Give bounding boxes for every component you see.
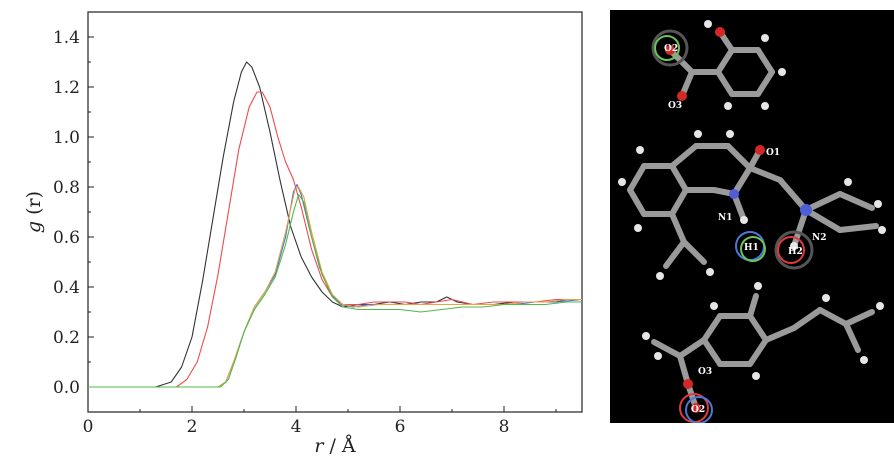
y-tick-label: 0.0 [53, 378, 80, 398]
highlight-circle-o2-top-outer [651, 29, 689, 67]
molecular-structure-image: O2 O3 [610, 10, 894, 423]
molecule-middle-drug [627, 143, 879, 269]
y-tick-label: 0.6 [53, 228, 80, 248]
highlight-circle-o2-bottom-blue [685, 396, 713, 423]
x-tick-label: 6 [395, 417, 406, 437]
series-line-0 [88, 61, 582, 388]
atom-label-o2-bottom: O2 [691, 405, 705, 415]
molecule-top-atoms [665, 20, 786, 110]
x-tick-label: 0 [83, 417, 94, 437]
series-line-1 [88, 91, 582, 388]
atom-label-h1-mid: H1 [744, 243, 759, 253]
y-tick-label: 1.2 [53, 78, 80, 98]
series-line-2 [88, 183, 583, 388]
y-tick-label: 0.8 [53, 178, 80, 198]
atom-label-n1-mid: N1 [718, 213, 733, 223]
x-tick-label: 8 [499, 417, 510, 437]
y-tick-label: 1.4 [53, 28, 80, 48]
atom-label-o3-bottom: O3 [698, 367, 712, 377]
series-line-4 [88, 193, 582, 388]
y-tick-label: 0.2 [53, 328, 80, 348]
x-tick-label: 2 [187, 417, 198, 437]
highlight-circle-h2-black [774, 230, 814, 270]
y-axis-title: g (r) [23, 191, 45, 233]
series-line-3 [88, 186, 582, 388]
y-tick-label: 0.4 [53, 278, 80, 298]
molecule-bottom-atoms [642, 282, 884, 413]
y-tick-label: 1.0 [53, 128, 80, 148]
highlight-circle-o2-top-inner [654, 35, 680, 61]
atom-label-n2-mid: N2 [812, 233, 827, 243]
highlight-circle-h1-green [740, 236, 766, 262]
molecule-bottom-ibuprofen [651, 293, 875, 411]
atom-label-o2-top: O2 [664, 44, 678, 54]
highlight-circle-h2-red [777, 236, 805, 264]
x-axis-ticks: 0 2 4 6 8 [83, 406, 557, 437]
data-series [88, 61, 583, 388]
molecule-middle-atoms [618, 130, 886, 280]
x-tick-label: 4 [291, 417, 302, 437]
atom-label-h2-mid: H2 [788, 247, 803, 257]
x-axis-title: r / Å [314, 435, 356, 457]
rdf-chart: 0 2 4 6 8 0.0 0.2 0.4 0.6 0.8 1.0 1.2 1.4 r / Å g (… [23, 11, 583, 457]
y-axis-ticks: 0.0 0.2 0.4 0.6 0.8 1.0 1.2 1.4 [53, 28, 94, 398]
atom-label-o1-mid: O1 [766, 148, 780, 158]
atom-label-o3-top: O3 [668, 101, 682, 111]
plot-frame [87, 11, 583, 413]
